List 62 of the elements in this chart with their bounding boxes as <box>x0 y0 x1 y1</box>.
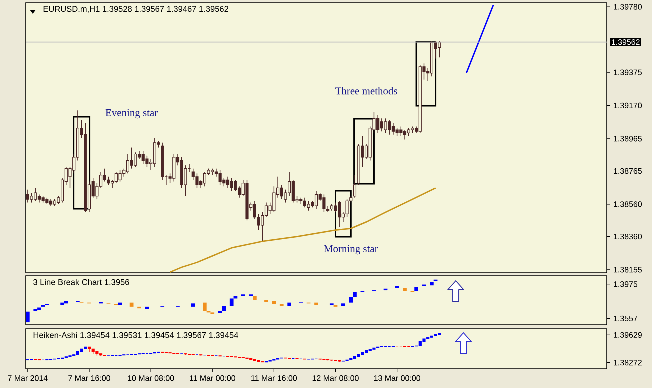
bar <box>349 297 354 303</box>
bar <box>342 304 346 306</box>
annotation: Morning star <box>324 245 378 255</box>
bar <box>288 302 292 306</box>
candlestick <box>142 150 145 164</box>
bar <box>430 282 434 286</box>
candlestick <box>146 156 149 168</box>
bar <box>118 302 122 306</box>
candlestick <box>196 173 199 189</box>
line-series <box>170 188 436 274</box>
bar <box>314 302 318 306</box>
candlestick <box>322 194 326 213</box>
candlestick <box>314 191 318 210</box>
bar <box>353 292 357 298</box>
candlestick <box>203 172 206 187</box>
candlestick <box>400 126 403 137</box>
candlestick <box>30 192 34 204</box>
candlestick <box>172 154 176 182</box>
candlestick <box>118 170 122 182</box>
candlestick <box>126 154 130 174</box>
annotation: Three methods <box>335 87 398 95</box>
bar <box>403 288 407 292</box>
bar <box>253 296 257 300</box>
bar <box>230 298 234 306</box>
annotation: Evening star <box>106 109 158 119</box>
bar <box>272 301 276 304</box>
candlestick <box>380 118 384 132</box>
candlestick <box>34 188 38 202</box>
candlestick <box>230 178 234 192</box>
chart-title: Heiken-Ashi 1.39454 1.39531 1.39454 1.39567 1.39454 <box>34 332 238 338</box>
candlestick <box>114 172 118 184</box>
candlestick <box>272 186 276 213</box>
candlestick <box>226 176 230 189</box>
bar <box>64 301 68 304</box>
candlestick <box>384 118 388 134</box>
bar <box>145 306 150 310</box>
bar <box>191 304 196 307</box>
candlestick <box>130 147 134 170</box>
bar <box>26 312 30 323</box>
candlestick <box>303 198 306 208</box>
candlestick <box>292 180 295 204</box>
candlestick <box>153 138 156 168</box>
candlestick <box>26 190 30 204</box>
candlestick <box>346 199 349 218</box>
candlestick <box>353 174 357 198</box>
chart-title: EURUSD.m,H1 1.39528 1.39567 1.39467 1.39562 <box>44 6 228 14</box>
candlestick <box>438 41 442 58</box>
candlestick <box>218 170 222 186</box>
candlestick <box>388 120 392 136</box>
chart-title: 3 Line Break Chart 1.3956 <box>34 279 130 286</box>
bar <box>218 311 222 314</box>
candlestick <box>307 200 310 212</box>
bar <box>60 302 64 306</box>
bar <box>203 302 207 312</box>
bar <box>414 287 418 292</box>
candlestick <box>392 123 395 136</box>
candlestick <box>338 200 342 228</box>
candlestick <box>134 152 138 168</box>
bar <box>222 306 226 312</box>
candlestick <box>280 184 284 200</box>
candlestick <box>403 130 407 140</box>
candlestick <box>376 115 380 134</box>
